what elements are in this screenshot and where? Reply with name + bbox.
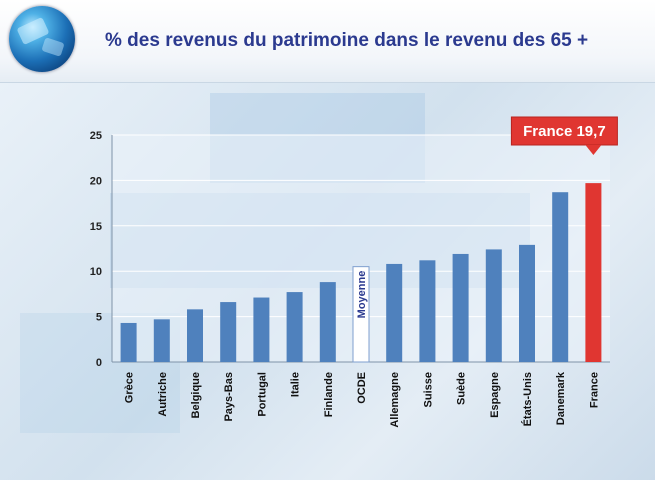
- x-tick-label: Grèce: [124, 372, 136, 403]
- header: % des revenus du patrimoine dans le reve…: [0, 0, 655, 83]
- x-tick-label: Autriche: [157, 372, 169, 417]
- bar-average: [352, 266, 370, 363]
- y-tick-label: 15: [90, 221, 102, 233]
- x-tick-label: Espagne: [489, 372, 501, 418]
- bar: [187, 309, 203, 362]
- callout-box: [510, 116, 618, 146]
- y-tick-label: 5: [96, 312, 102, 324]
- bar: [519, 244, 535, 362]
- x-tick-label: Suisse: [422, 372, 434, 407]
- x-tick-label: OCDE: [356, 372, 368, 404]
- bar-highlight: [585, 183, 602, 362]
- x-tick-label: Suède: [456, 372, 468, 405]
- bar: [552, 192, 569, 362]
- bar: [452, 253, 469, 362]
- x-tick-label: Italie: [290, 372, 302, 397]
- bar: [153, 319, 170, 362]
- average-label: Moyenne: [356, 271, 368, 319]
- y-tick-label: 25: [90, 130, 102, 142]
- bar: [386, 263, 403, 362]
- globe-icon: [9, 6, 75, 72]
- callout-label: France 19,7: [523, 123, 606, 140]
- x-tick-label: États-Unis: [521, 372, 534, 426]
- x-tick-label: Allemagne: [389, 372, 401, 428]
- y-tick-label: 20: [90, 175, 102, 187]
- x-tick-label: Finlande: [323, 372, 335, 417]
- x-tick-label: Portugal: [256, 372, 268, 417]
- callout-pointer: [585, 145, 602, 155]
- x-tick-label: France: [588, 372, 600, 408]
- page-title: % des revenus du patrimoine dans le reve…: [105, 30, 589, 51]
- bar: [319, 282, 336, 362]
- bar: [485, 249, 502, 362]
- x-tick-label: Danemark: [555, 371, 567, 425]
- x-tick-label: Pays-Bas: [223, 372, 235, 422]
- x-tick-label: Belgique: [190, 372, 202, 418]
- bar: [286, 292, 303, 362]
- bar: [253, 297, 270, 362]
- bar: [120, 322, 137, 362]
- y-tick-label: 0: [96, 357, 102, 369]
- bar: [220, 302, 237, 362]
- bar: [419, 260, 436, 362]
- y-tick-label: 10: [90, 266, 102, 278]
